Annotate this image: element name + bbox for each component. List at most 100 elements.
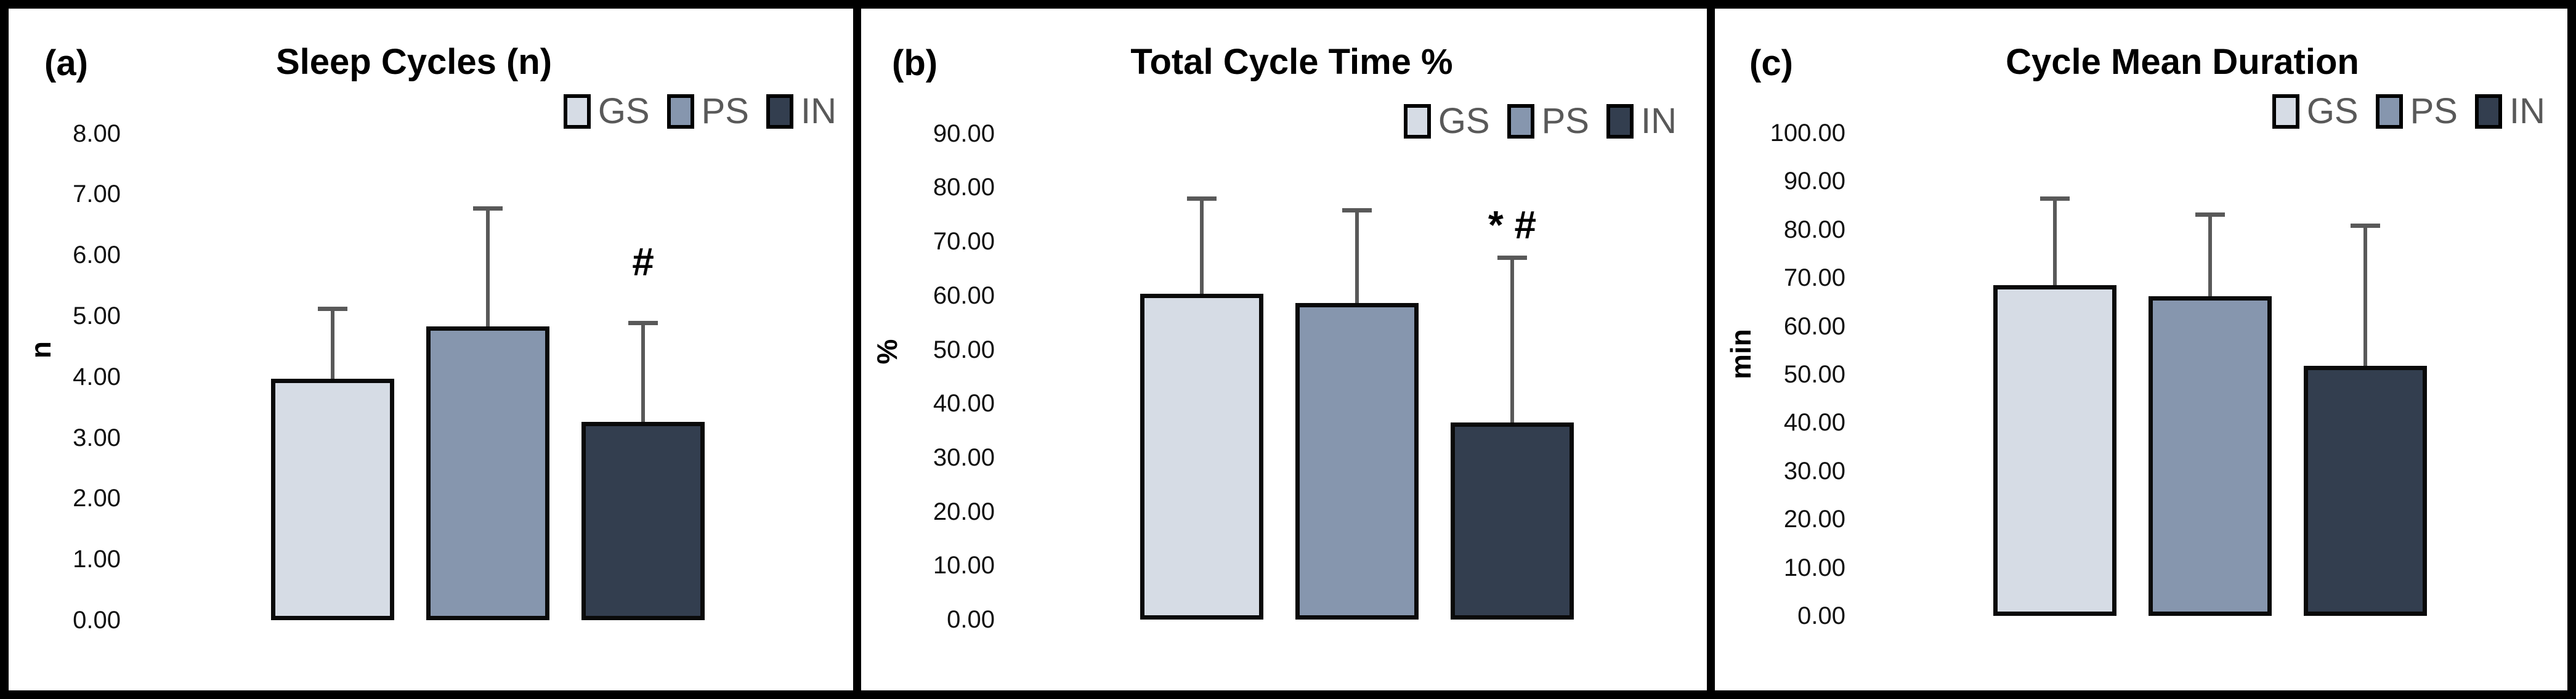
legend-b: GS PS IN (1403, 101, 1677, 141)
ytick-b-60.00: 60.00 (933, 281, 995, 309)
legend-item-gs: GS (2272, 94, 2359, 129)
legend-c: GS PS IN (2272, 94, 2545, 129)
ytick-c-30.00: 30.00 (1783, 457, 1845, 485)
legend-item-in: IN (2475, 94, 2545, 129)
error-cap-a-ps (473, 206, 503, 211)
ytick-c-50.00: 50.00 (1783, 361, 1845, 388)
ytick-b-20.00: 20.00 (933, 498, 995, 525)
error-whisker-c-ps (2208, 217, 2212, 296)
ytick-b-10.00: 10.00 (933, 552, 995, 580)
legend-swatch-ps (666, 94, 694, 129)
bar-c-ps (2149, 296, 2272, 616)
error-whisker-a-ps (486, 211, 490, 326)
legend-label-ps: PS (2410, 91, 2458, 131)
legend-label-in: IN (801, 91, 836, 131)
error-cap-c-in (2351, 223, 2380, 228)
yaxis-title-c: min (1725, 329, 1757, 379)
error-whisker-b-ps (1355, 212, 1359, 304)
ytick-c-100.00: 100.00 (1770, 119, 1845, 147)
ytick-c-90.00: 90.00 (1783, 168, 1845, 195)
ytick-a-2.00: 2.00 (73, 485, 121, 512)
bar-b-gs (1140, 294, 1263, 620)
legend-label-ps: PS (701, 91, 749, 131)
legend-swatch-gs (2272, 94, 2299, 129)
error-whisker-b-in (1510, 260, 1514, 422)
error-cap-b-gs (1187, 196, 1217, 201)
ytick-c-70.00: 70.00 (1783, 264, 1845, 292)
legend-swatch-ps (2375, 94, 2403, 129)
ytick-c-80.00: 80.00 (1783, 216, 1845, 243)
error-cap-c-gs (2040, 196, 2070, 201)
ytick-a-6.00: 6.00 (73, 241, 121, 269)
chart-title-b: Total Cycle Time % (1130, 42, 1453, 82)
legend-a: GS PS IN (563, 91, 836, 131)
panel-divider-bc (1707, 0, 1715, 699)
yaxis-title-a: n (25, 341, 57, 359)
chart-title-a: Sleep Cycles (n) (275, 42, 553, 82)
ytick-a-4.00: 4.00 (73, 363, 121, 390)
ytick-c-10.00: 10.00 (1783, 554, 1845, 581)
legend-swatch-in (2475, 94, 2502, 129)
legend-label-in: IN (2509, 91, 2545, 131)
ytick-a-5.00: 5.00 (73, 302, 121, 329)
bar-c-in (2304, 365, 2427, 616)
bar-b-ps (1295, 303, 1419, 620)
chart-title-c: Cycle Mean Duration (2006, 42, 2359, 82)
ytick-a-8.00: 8.00 (73, 119, 121, 147)
ytick-b-0.00: 0.00 (947, 606, 995, 633)
bar-c-gs (1993, 285, 2116, 616)
ytick-c-40.00: 40.00 (1783, 409, 1845, 437)
error-cap-c-ps (2195, 212, 2225, 217)
ytick-a-3.00: 3.00 (73, 424, 121, 451)
ytick-a-7.00: 7.00 (73, 180, 121, 208)
ytick-b-40.00: 40.00 (933, 390, 995, 418)
error-cap-a-in (628, 320, 658, 325)
legend-swatch-in (766, 94, 793, 129)
error-whisker-c-gs (2053, 200, 2057, 285)
legend-label-gs: GS (2306, 91, 2359, 131)
bar-a-ps (426, 326, 549, 620)
significance-marker-a: # (632, 239, 654, 284)
legend-item-in: IN (766, 94, 836, 129)
legend-label-gs: GS (597, 91, 650, 131)
legend-item-ps: PS (666, 91, 749, 131)
error-whisker-a-in (641, 325, 645, 422)
panel-letter-b: (b) (892, 43, 938, 83)
ytick-a-1.00: 1.00 (73, 546, 121, 573)
error-cap-a-gs (318, 307, 347, 312)
ytick-c-60.00: 60.00 (1783, 312, 1845, 340)
ytick-c-20.00: 20.00 (1783, 506, 1845, 533)
legend-swatch-gs (1403, 104, 1431, 139)
ytick-b-90.00: 90.00 (933, 119, 995, 147)
ytick-c-0.00: 0.00 (1797, 602, 1845, 629)
significance-marker-b: * # (1488, 203, 1537, 248)
error-whisker-c-in (2363, 227, 2367, 366)
ytick-a-0.00: 0.00 (73, 607, 121, 634)
legend-item-ps: PS (1507, 103, 1589, 139)
legend-label-ps: PS (1541, 101, 1589, 141)
bar-a-gs (271, 378, 394, 620)
panel-letter-a: (a) (44, 43, 88, 83)
bar-a-in (581, 421, 705, 620)
error-whisker-b-gs (1200, 200, 1204, 294)
error-cap-b-in (1497, 256, 1527, 261)
ytick-b-70.00: 70.00 (933, 228, 995, 256)
legend-label-in: IN (1641, 101, 1677, 141)
legend-item-in: IN (1606, 103, 1677, 139)
bar-b-in (1451, 422, 1574, 620)
ytick-b-80.00: 80.00 (933, 174, 995, 201)
legend-item-ps: PS (2375, 91, 2458, 131)
error-cap-b-ps (1342, 208, 1372, 213)
yaxis-title-b: % (871, 339, 903, 365)
legend-item-gs: GS (1403, 101, 1490, 141)
legend-swatch-ps (1507, 104, 1534, 139)
ytick-b-30.00: 30.00 (933, 443, 995, 471)
panel-letter-c: (c) (1749, 43, 1793, 83)
legend-label-gs: GS (1438, 101, 1490, 141)
error-whisker-a-gs (331, 311, 334, 379)
legend-item-gs: GS (563, 91, 650, 131)
legend-swatch-in (1606, 104, 1634, 139)
panel-divider-ab (853, 0, 861, 699)
ytick-b-50.00: 50.00 (933, 336, 995, 363)
